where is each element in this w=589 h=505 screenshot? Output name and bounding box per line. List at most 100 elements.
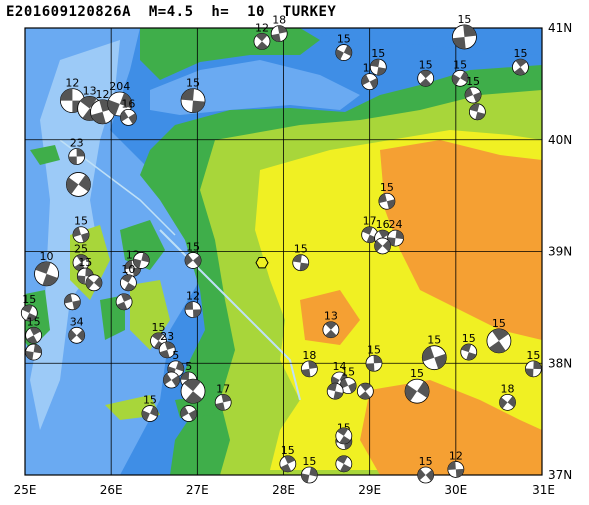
compression-quadrant xyxy=(366,234,378,243)
beachball[interactable] xyxy=(452,24,477,50)
beachball[interactable] xyxy=(34,261,59,287)
compression-quadrant xyxy=(42,273,58,286)
compression-quadrant xyxy=(378,193,387,204)
mechanism-label: 15 xyxy=(526,349,540,362)
compression-quadrant xyxy=(359,391,371,400)
mechanism-label: 15 xyxy=(457,13,471,26)
beachball[interactable] xyxy=(369,58,387,76)
beachball[interactable] xyxy=(279,455,297,473)
beachball[interactable] xyxy=(335,44,353,61)
beachball[interactable] xyxy=(421,345,447,371)
compression-quadrant xyxy=(29,327,41,336)
beachball[interactable] xyxy=(63,293,81,311)
beachball[interactable] xyxy=(119,109,137,126)
beachball[interactable] xyxy=(214,393,232,411)
beachball[interactable] xyxy=(141,405,159,422)
compression-quadrant xyxy=(33,344,42,354)
beachball[interactable] xyxy=(451,69,469,87)
beachball[interactable] xyxy=(447,461,465,478)
mechanism-label: 15 xyxy=(419,58,433,71)
compression-quadrant xyxy=(76,254,88,263)
beachball[interactable] xyxy=(300,466,318,484)
beachball[interactable] xyxy=(184,252,202,269)
beachball[interactable] xyxy=(292,254,310,272)
compression-quadrant xyxy=(215,402,225,411)
compression-quadrant xyxy=(473,92,482,103)
beachball[interactable] xyxy=(115,293,133,311)
compression-quadrant xyxy=(152,332,164,341)
compression-quadrant xyxy=(417,381,430,398)
beachball[interactable] xyxy=(468,103,486,121)
compression-quadrant xyxy=(292,254,302,263)
beachball[interactable] xyxy=(322,321,340,339)
beachball[interactable] xyxy=(512,58,529,76)
beachball[interactable] xyxy=(163,371,180,389)
beachball[interactable] xyxy=(417,466,435,484)
beachball[interactable] xyxy=(184,301,202,319)
beachball[interactable] xyxy=(66,172,91,197)
beachball[interactable] xyxy=(180,405,198,422)
beachball[interactable] xyxy=(339,377,357,395)
compression-quadrant xyxy=(76,329,85,342)
beachball[interactable] xyxy=(387,229,404,247)
compression-quadrant xyxy=(335,49,344,60)
mechanism-label: 15 xyxy=(427,334,441,347)
compression-quadrant xyxy=(163,373,172,385)
beachball[interactable] xyxy=(270,25,288,42)
black-sea xyxy=(300,28,542,55)
compression-quadrant xyxy=(422,346,435,362)
beachball[interactable] xyxy=(335,455,353,473)
beachball[interactable] xyxy=(417,69,435,87)
beachball[interactable] xyxy=(68,148,86,165)
compression-quadrant xyxy=(309,467,318,477)
mechanism-label: 10 xyxy=(40,250,54,263)
compression-quadrant xyxy=(116,301,128,310)
beachball[interactable] xyxy=(335,427,353,445)
compression-quadrant xyxy=(60,88,73,101)
longitude-label: 28E xyxy=(272,483,295,497)
beachball[interactable] xyxy=(499,393,516,411)
compression-quadrant xyxy=(395,230,404,240)
beachball[interactable] xyxy=(85,274,103,292)
compression-quadrant xyxy=(420,70,432,79)
beachball[interactable] xyxy=(404,378,430,404)
compression-quadrant xyxy=(340,463,351,472)
compression-quadrant xyxy=(76,148,85,157)
mechanism-label: 15 xyxy=(22,293,36,306)
beachball[interactable] xyxy=(25,326,43,344)
beachball[interactable] xyxy=(72,226,90,244)
beachball[interactable] xyxy=(486,328,512,354)
beachball[interactable] xyxy=(356,382,374,400)
compression-quadrant xyxy=(361,74,370,86)
compression-quadrant xyxy=(280,463,292,472)
beachball[interactable] xyxy=(365,354,383,372)
map-title: E201609120826A M=4.5 h= 10 TURKEY xyxy=(6,4,337,20)
beachball[interactable] xyxy=(68,326,86,344)
beachball[interactable] xyxy=(253,33,271,50)
beachball[interactable] xyxy=(300,360,318,378)
compression-quadrant xyxy=(533,360,542,370)
beachball[interactable] xyxy=(132,252,150,269)
beachball[interactable] xyxy=(326,382,344,400)
beachball[interactable] xyxy=(180,88,206,114)
beachball[interactable] xyxy=(20,304,38,322)
compression-quadrant xyxy=(301,473,310,483)
mechanism-label: 15 xyxy=(410,367,424,380)
beachball[interactable] xyxy=(524,360,542,378)
compression-quadrant xyxy=(66,177,79,195)
compression-quadrant xyxy=(73,227,82,238)
beachball[interactable] xyxy=(158,341,176,359)
beachball[interactable] xyxy=(460,343,478,361)
beachball[interactable] xyxy=(25,343,43,361)
compression-quadrant xyxy=(339,435,351,444)
beachball[interactable] xyxy=(374,237,391,255)
beachball[interactable] xyxy=(464,86,482,104)
beachball[interactable] xyxy=(119,274,137,292)
beachball[interactable] xyxy=(361,226,379,244)
compression-quadrant xyxy=(447,461,456,470)
beachball[interactable] xyxy=(180,378,206,404)
compression-quadrant xyxy=(164,341,175,350)
beachball[interactable] xyxy=(378,192,396,210)
beachball[interactable] xyxy=(361,73,379,91)
